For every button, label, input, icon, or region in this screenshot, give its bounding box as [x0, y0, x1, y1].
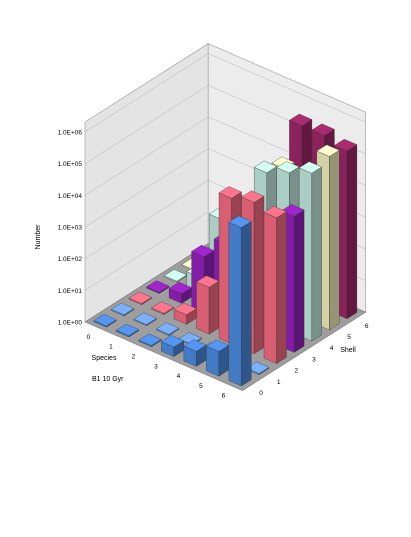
bar-face-top [218, 186, 242, 199]
bar-face-side [311, 166, 322, 342]
species-tick-label: 2 [132, 354, 136, 361]
bar [160, 335, 185, 357]
bar-face-top [156, 322, 180, 335]
shell-tick-label: 6 [365, 323, 369, 330]
shell-axis-label: Shell [340, 347, 356, 354]
bar [183, 339, 207, 367]
bar-face-front [228, 221, 242, 387]
bar-face-top [183, 339, 207, 352]
bar-face-side [329, 149, 340, 331]
bar-face-side [253, 195, 265, 355]
bar-face-top [138, 333, 162, 346]
bar-face-top [241, 190, 265, 203]
species-tick-label: 5 [199, 383, 203, 390]
bar [163, 269, 188, 283]
bar [263, 205, 287, 364]
species-tick-label: 3 [154, 363, 158, 370]
y-tick-label: 1.0E+00 [58, 320, 83, 327]
gridline [84, 53, 366, 133]
y-tick-label: 1.0E+01 [58, 288, 83, 295]
shell-tick-label: 2 [295, 368, 299, 375]
bar [168, 281, 192, 304]
bar [173, 302, 197, 325]
bar-face-side [294, 209, 305, 353]
bar-face-front [196, 281, 210, 335]
bar-face-top [246, 361, 270, 374]
chart-annotation: B1 10 Gyr [92, 376, 124, 383]
bar-face-side [208, 280, 220, 335]
bar-face-top [253, 160, 278, 173]
bar [111, 302, 135, 317]
species-tick-label: 4 [177, 373, 181, 380]
bars [93, 113, 358, 387]
bar-face-side [346, 144, 358, 320]
shell-tick-label: 3 [312, 356, 316, 363]
y-tick-label: 1.0E+03 [58, 225, 83, 232]
bar-face-top [281, 204, 305, 217]
bar-face-top [228, 215, 252, 228]
bar-face-top [151, 301, 175, 314]
y-tick-label: 1.0E+05 [58, 161, 83, 168]
y-tick-label: 1.0E+04 [58, 193, 83, 200]
bar [156, 322, 180, 336]
bar-face-top [133, 312, 157, 325]
bar-face-front [263, 212, 277, 364]
bar-face-top [298, 161, 323, 174]
bar-face-top [115, 323, 140, 336]
bar-face-top [128, 291, 152, 304]
shell-tick-label: 4 [330, 345, 334, 352]
shell-tick-label: 0 [259, 390, 263, 397]
bar [146, 280, 170, 294]
bar-face-top [93, 314, 117, 327]
y-tick-label: 1.0E+06 [58, 130, 83, 137]
species-tick-label: 1 [109, 344, 113, 351]
bar [138, 333, 162, 348]
bar [93, 314, 117, 328]
bar [151, 301, 175, 315]
bar-face-top [276, 161, 300, 174]
bar-face-top [160, 335, 185, 348]
bar-face-top [334, 139, 358, 152]
shell-tick-label: 1 [277, 379, 281, 386]
y-tick-label: 1.0E+02 [58, 256, 83, 263]
bar [133, 312, 157, 327]
bar-face-top [316, 144, 340, 157]
bar-face-top [289, 113, 313, 126]
y-axis-label: Number [35, 224, 42, 250]
bar-face-top [111, 302, 135, 315]
shell-tick-label: 5 [347, 334, 351, 341]
bar-face-top [263, 205, 287, 218]
bar [128, 291, 152, 306]
species-tick-label: 0 [87, 334, 91, 341]
bar [205, 339, 230, 377]
bar [115, 323, 140, 338]
bar-face-side [241, 221, 252, 387]
species-axis-label: Species [92, 355, 117, 362]
bar [228, 215, 252, 387]
bar-face-top [311, 123, 335, 136]
bar-face-side [276, 211, 287, 364]
bar-face-top [146, 280, 170, 293]
species-tick-label: 6 [222, 393, 226, 400]
bar [196, 275, 220, 335]
